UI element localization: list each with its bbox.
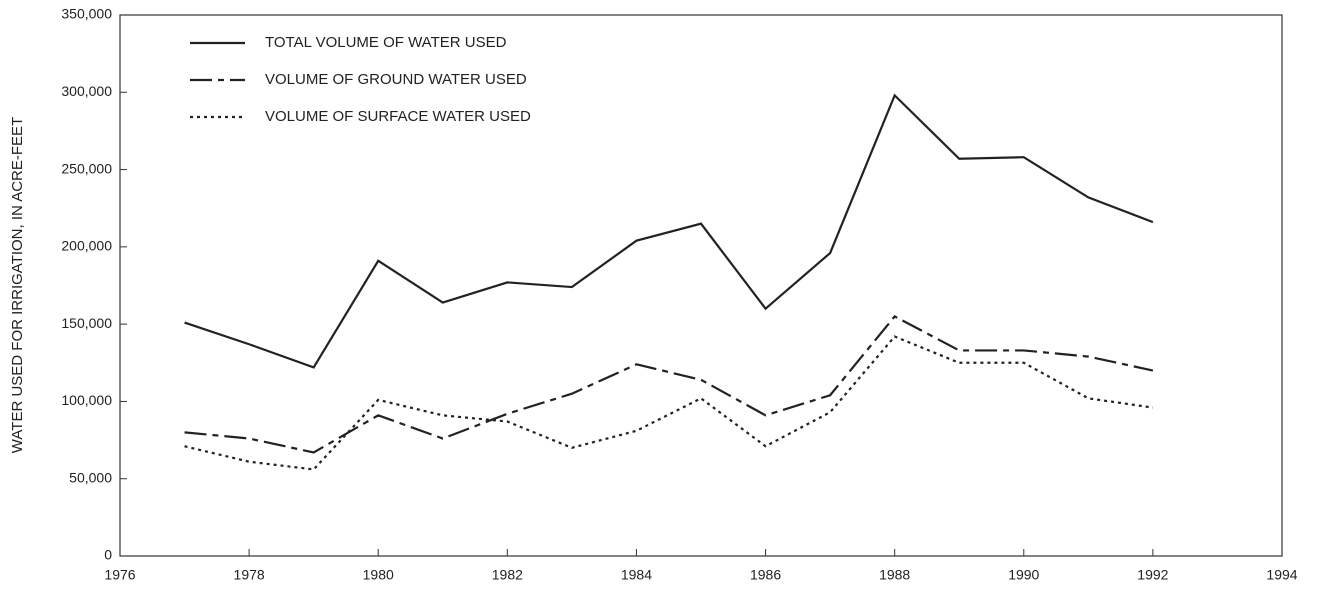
x-tick-label: 1980 — [363, 567, 394, 583]
legend-label: TOTAL VOLUME OF WATER USED — [265, 34, 507, 51]
y-tick-label: 200,000 — [61, 238, 112, 254]
x-tick-label: 1992 — [1137, 567, 1168, 583]
series-line — [184, 315, 1154, 454]
series-line — [184, 335, 1154, 471]
y-tick-label: 250,000 — [61, 160, 112, 176]
y-tick-label: 150,000 — [61, 315, 112, 331]
y-tick-label: 50,000 — [69, 469, 112, 485]
x-tick-label: 1994 — [1266, 567, 1297, 583]
series-line — [184, 93, 1154, 369]
y-tick-label: 300,000 — [61, 83, 112, 99]
x-tick-label: 1978 — [234, 567, 265, 583]
x-tick-label: 1982 — [492, 567, 523, 583]
y-axis-label: WATER USED FOR IRRIGATION, IN ACRE-FEET — [9, 117, 26, 453]
x-tick-label: 1976 — [104, 567, 135, 583]
legend-label: VOLUME OF SURFACE WATER USED — [265, 108, 531, 125]
plot-frame — [119, 14, 1283, 557]
x-tick-label: 1984 — [621, 567, 652, 583]
y-tick-label: 350,000 — [61, 6, 112, 22]
x-tick-label: 1988 — [879, 567, 910, 583]
legend-label: VOLUME OF GROUND WATER USED — [265, 71, 527, 88]
y-tick-label: 0 — [104, 547, 112, 563]
y-tick-label: 100,000 — [61, 392, 112, 408]
x-tick-label: 1986 — [750, 567, 781, 583]
x-tick-label: 1990 — [1008, 567, 1039, 583]
